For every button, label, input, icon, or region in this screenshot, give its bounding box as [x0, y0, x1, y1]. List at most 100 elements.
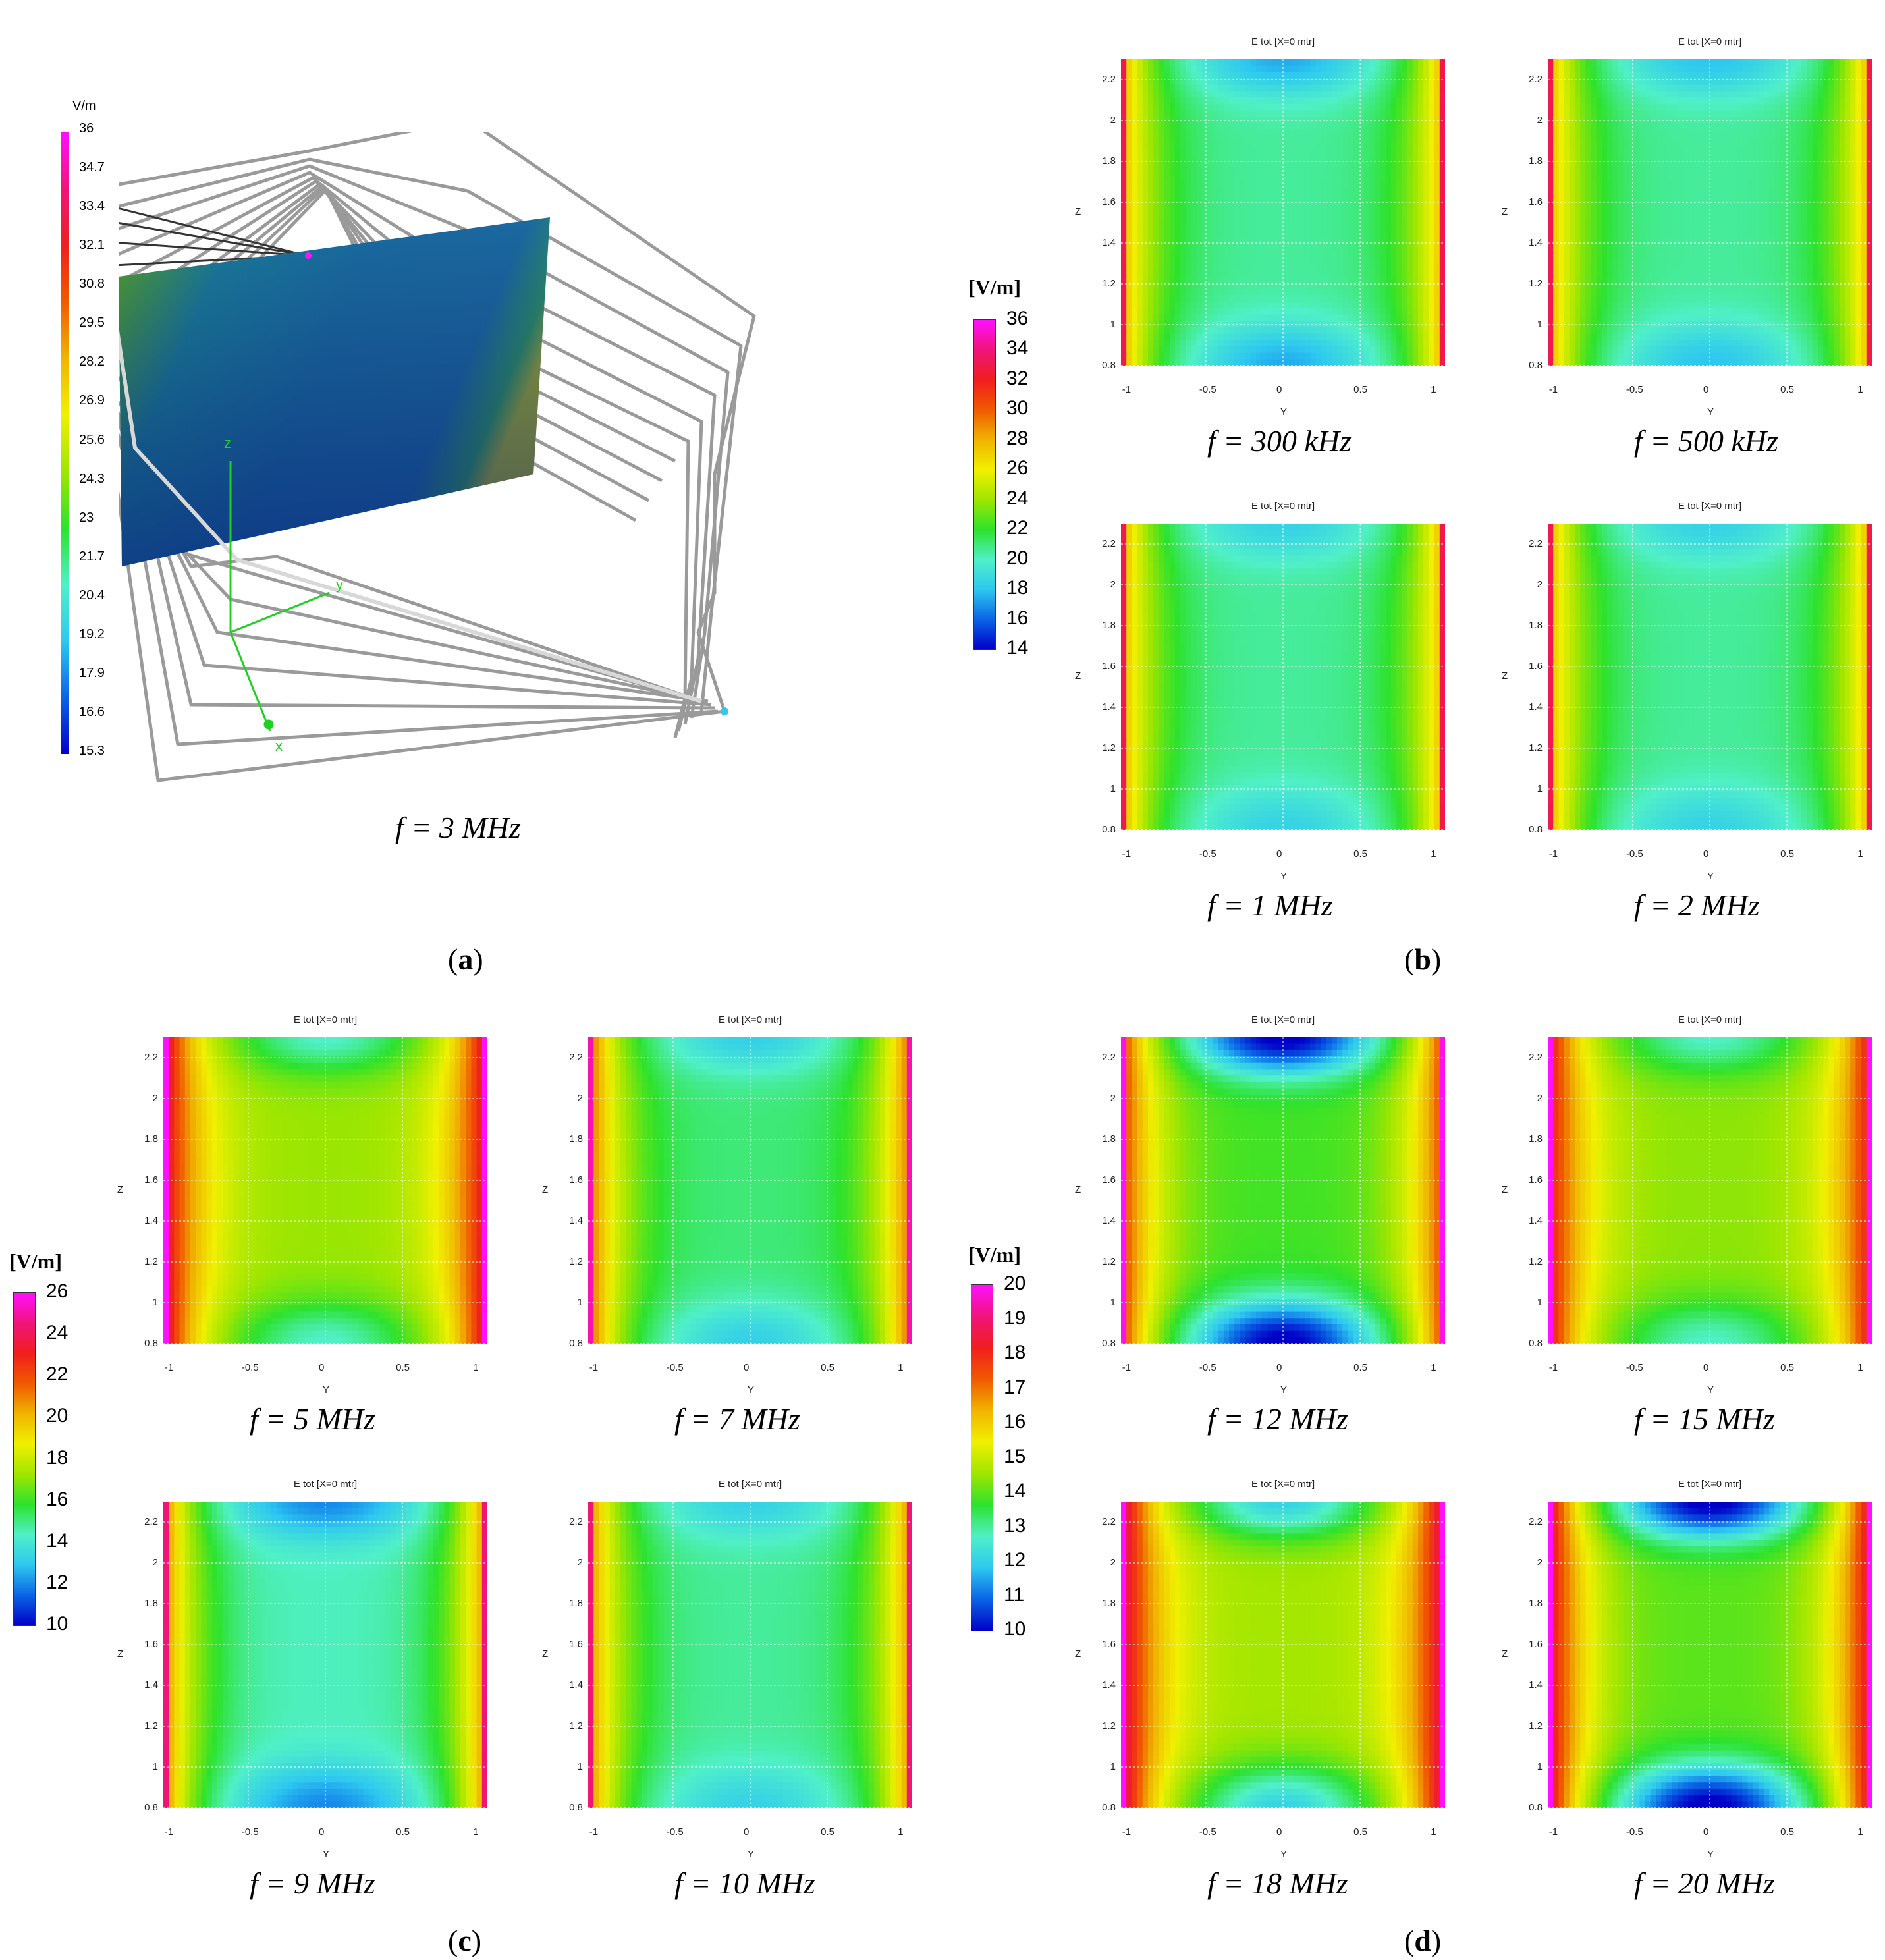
heatmap-cell: [1245, 327, 1251, 335]
heatmap-cell: [1380, 359, 1386, 366]
heatmap-cell: [1364, 136, 1370, 143]
heatmap-cell: [1396, 340, 1402, 347]
heatmap-cell: [1558, 136, 1565, 143]
heatmap-cell: [1369, 225, 1375, 232]
heatmap-cell: [1196, 122, 1203, 130]
heatmap-cell: [1650, 244, 1656, 252]
heatmap-cell: [1196, 142, 1203, 150]
heatmap-cell: [1850, 142, 1856, 150]
heatmap-cell: [1731, 212, 1737, 219]
heatmap-cell: [1353, 308, 1359, 315]
heatmap-cell: [1142, 110, 1149, 117]
heatmap-cell: [1656, 155, 1662, 162]
heatmap-cell: [1267, 97, 1273, 105]
heatmap-cell: [1396, 321, 1402, 328]
heatmap-cell: [1834, 129, 1840, 136]
heatmap-cell: [1672, 167, 1678, 175]
heatmap-cell: [1580, 244, 1586, 252]
heatmap-cell: [1580, 142, 1586, 150]
heatmap-cell: [1758, 200, 1764, 207]
heatmap-cell: [1191, 295, 1197, 302]
heatmap-cell: [1169, 186, 1176, 194]
heatmap-cell: [1839, 200, 1845, 207]
heatmap-cell: [1137, 238, 1143, 245]
heatmap-cell: [1796, 212, 1802, 219]
heatmap-cell: [1169, 340, 1176, 347]
heatmap-cell: [1256, 288, 1262, 296]
heatmap-cell: [1304, 352, 1311, 360]
heatmap-cell: [1261, 110, 1267, 117]
heatmap-cell: [1223, 238, 1230, 245]
heatmap-cell: [1375, 193, 1381, 200]
heatmap-cell: [1396, 308, 1402, 315]
heatmap-cell: [1737, 193, 1743, 200]
heatmap-cell: [1564, 155, 1570, 162]
heatmap-cell: [1331, 219, 1338, 226]
heatmap-cell: [1385, 65, 1392, 72]
heatmap-cell: [1256, 244, 1262, 252]
heatmap-cell: [1591, 174, 1597, 181]
heatmap-cell: [1304, 346, 1311, 354]
heatmap-cell: [1850, 65, 1856, 72]
heatmap-cell: [1137, 174, 1143, 181]
heatmap-cell: [1121, 283, 1127, 290]
heatmap-cell: [1737, 65, 1743, 72]
heatmap-cell: [1126, 155, 1132, 162]
heatmap-cell: [1142, 283, 1149, 290]
heatmap-cell: [1353, 283, 1359, 290]
heatmap-cell: [1358, 212, 1365, 219]
heatmap-plot-area: [1548, 59, 1872, 366]
heatmap-cell: [1656, 174, 1662, 181]
heatmap-cell: [1796, 257, 1802, 264]
heatmap-cell: [1726, 174, 1732, 181]
heatmap-cell: [1175, 225, 1181, 232]
heatmap-cell: [1618, 244, 1624, 252]
heatmap-cell: [1310, 78, 1316, 86]
heatmap-cell: [1683, 212, 1689, 219]
heatmap-cell: [1331, 110, 1338, 117]
heatmap-cell: [1213, 84, 1219, 92]
heatmap-cell: [1747, 231, 1754, 238]
heatmap-cell: [1294, 231, 1300, 238]
heatmap-cell: [1277, 302, 1284, 309]
heatmap-cell: [1126, 142, 1132, 150]
heatmap-cell: [1207, 129, 1213, 136]
heatmap-cell: [1418, 308, 1424, 315]
heatmap-cell: [1764, 142, 1770, 150]
heatmap-cell: [1439, 283, 1445, 290]
heatmap-cell: [1148, 180, 1154, 188]
heatmap-cell: [1256, 97, 1262, 105]
heatmap-cell: [1353, 327, 1359, 335]
heatmap-cell: [1137, 359, 1143, 366]
heatmap-cell: [1245, 136, 1251, 143]
heatmap-cell: [1240, 103, 1246, 111]
heatmap-cell: [1661, 117, 1667, 124]
heatmap-cell: [1634, 65, 1640, 72]
heatmap-cell: [1715, 103, 1721, 111]
heatmap-cell: [1337, 288, 1343, 296]
heatmap-cell: [1602, 269, 1608, 277]
heatmap-cell: [1385, 193, 1392, 200]
heatmap-cell: [1358, 59, 1365, 67]
heatmap-cell: [1845, 238, 1851, 245]
heatmap-cell: [1186, 269, 1192, 277]
heatmap-cell: [1575, 212, 1581, 219]
heatmap-cell: [1612, 65, 1619, 72]
heatmap-cell: [1142, 333, 1149, 340]
heatmap-cell: [1315, 110, 1321, 117]
heatmap-cell: [1126, 129, 1132, 136]
heatmap-cell: [1142, 257, 1149, 264]
heatmap-cell: [1283, 97, 1289, 105]
heatmap-cell: [1353, 276, 1359, 283]
heatmap-cell: [1704, 142, 1710, 150]
heatmap-cell: [1423, 161, 1429, 169]
heatmap-cell: [1299, 283, 1305, 290]
heatmap-cell: [1288, 219, 1294, 226]
heatmap-cell: [1720, 200, 1727, 207]
heatmap-cell: [1747, 212, 1754, 219]
heatmap-cell: [1823, 167, 1829, 175]
heatmap-cell: [1315, 161, 1321, 169]
heatmap-cell: [1812, 200, 1818, 207]
heatmap-cell: [1785, 193, 1791, 200]
heatmap-cell: [1434, 186, 1440, 194]
